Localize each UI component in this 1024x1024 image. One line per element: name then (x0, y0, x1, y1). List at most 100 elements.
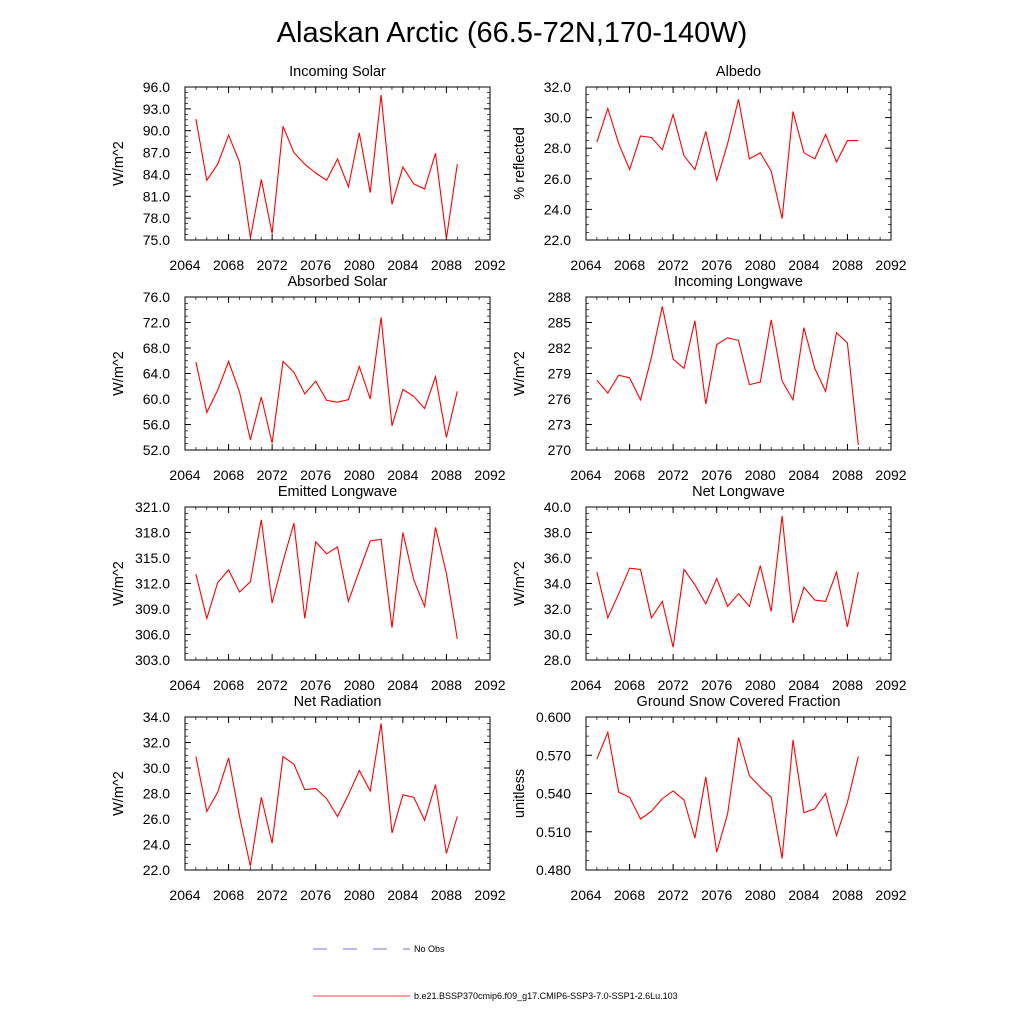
y-tick-label: 321.0 (135, 499, 170, 515)
series-line (596, 99, 859, 219)
y-axis-label: W/m^2 (111, 771, 127, 816)
x-tick-label: 2088 (431, 677, 462, 693)
x-tick-label: 2064 (169, 677, 200, 693)
x-tick-label: 2064 (570, 677, 601, 693)
panel-title: Net Longwave (692, 484, 785, 500)
x-tick-label: 2064 (570, 887, 601, 903)
x-tick-label: 2084 (788, 257, 819, 273)
y-tick-label: 28.0 (143, 786, 170, 802)
x-tick-label: 2092 (875, 467, 906, 483)
y-tick-label: 288 (548, 289, 572, 305)
x-tick-label: 2072 (257, 677, 288, 693)
y-tick-label: 306.0 (135, 627, 170, 643)
y-tick-label: 72.0 (143, 315, 170, 331)
x-tick-label: 2064 (169, 887, 200, 903)
plot-frame (585, 296, 892, 451)
x-tick-label: 2092 (875, 257, 906, 273)
chart-panel: Net Radiation W/m^2 2064 2068 2072 2076 2080 20… (111, 694, 506, 903)
y-tick-label: 270 (548, 442, 572, 458)
y-tick-label: 303.0 (135, 652, 170, 668)
x-tick-label: 2092 (875, 887, 906, 903)
x-tick-label: 2080 (745, 467, 776, 483)
x-tick-label: 2084 (387, 467, 418, 483)
y-tick-label: 38.0 (544, 525, 571, 541)
y-axis-label: W/m^2 (111, 561, 127, 606)
x-tick-label: 2088 (431, 467, 462, 483)
series-line (195, 317, 458, 444)
y-tick-label: 28.0 (544, 140, 571, 156)
y-tick-label: 76.0 (143, 289, 170, 305)
y-tick-label: 64.0 (143, 366, 170, 382)
y-tick-label: 36.0 (544, 550, 571, 566)
x-tick-label: 2092 (875, 677, 906, 693)
x-tick-label: 2072 (257, 887, 288, 903)
x-tick-label: 2088 (832, 467, 863, 483)
y-axis-label: W/m^2 (111, 141, 127, 186)
chart-panel: Net Longwave W/m^2 2064 2068 2072 2076 2080 208… (512, 484, 907, 693)
y-tick-label: 315.0 (135, 550, 170, 566)
x-tick-label: 2088 (832, 257, 863, 273)
x-tick-label: 2084 (788, 467, 819, 483)
plot-frame (184, 86, 491, 241)
y-tick-label: 0.570 (536, 747, 571, 763)
y-tick-label: 81.0 (143, 188, 170, 204)
panel-title: Albedo (716, 64, 761, 80)
y-tick-label: 40.0 (544, 499, 571, 515)
y-axis-label: % reflected (512, 127, 528, 200)
y-tick-label: 32.0 (143, 735, 170, 751)
y-tick-label: 87.0 (143, 145, 170, 161)
y-axis-label: unitless (512, 769, 528, 818)
legend-label: No Obs (414, 944, 445, 954)
x-tick-label: 2080 (745, 677, 776, 693)
x-tick-label: 2088 (832, 677, 863, 693)
y-tick-label: 30.0 (544, 110, 571, 126)
x-tick-label: 2072 (658, 887, 689, 903)
y-tick-label: 309.0 (135, 601, 170, 617)
x-tick-label: 2084 (387, 677, 418, 693)
x-tick-label: 2072 (257, 467, 288, 483)
x-tick-label: 2080 (344, 887, 375, 903)
y-tick-label: 24.0 (143, 837, 170, 853)
panel-title: Net Radiation (294, 694, 382, 710)
y-tick-label: 22.0 (544, 232, 571, 248)
y-tick-label: 0.480 (536, 862, 571, 878)
y-tick-label: 24.0 (544, 201, 571, 217)
x-tick-label: 2080 (344, 257, 375, 273)
y-tick-label: 75.0 (143, 232, 170, 248)
y-axis-label: W/m^2 (512, 351, 528, 396)
y-tick-label: 318.0 (135, 525, 170, 541)
y-tick-label: 26.0 (544, 171, 571, 187)
y-tick-label: 52.0 (143, 442, 170, 458)
y-tick-label: 285 (548, 315, 572, 331)
y-tick-label: 30.0 (544, 627, 571, 643)
y-tick-label: 32.0 (544, 601, 571, 617)
x-tick-label: 2068 (614, 257, 645, 273)
y-tick-label: 96.0 (143, 79, 170, 95)
chart-panel: Incoming Solar W/m^2 2064 2068 2072 2076 2080 2… (111, 64, 506, 273)
series-line (195, 94, 458, 239)
x-tick-label: 2084 (788, 677, 819, 693)
chart-panel: Incoming Longwave W/m^2 2064 2068 2072 2076 20… (512, 274, 907, 483)
x-tick-label: 2080 (745, 887, 776, 903)
y-axis-label: W/m^2 (111, 351, 127, 396)
x-tick-label: 2068 (213, 257, 244, 273)
y-tick-label: 60.0 (143, 391, 170, 407)
y-tick-label: 0.540 (536, 786, 571, 802)
y-tick-label: 78.0 (143, 210, 170, 226)
y-tick-label: 34.0 (544, 576, 571, 592)
x-tick-label: 2092 (474, 467, 505, 483)
plot-frame (585, 506, 892, 661)
panel-title: Incoming Longwave (674, 274, 803, 290)
x-tick-label: 2068 (614, 887, 645, 903)
y-tick-label: 28.0 (544, 652, 571, 668)
x-tick-label: 2092 (474, 677, 505, 693)
plot-frame (184, 506, 491, 661)
panel-title: Incoming Solar (289, 64, 386, 80)
panel-title: Absorbed Solar (288, 274, 388, 290)
y-tick-label: 90.0 (143, 123, 170, 139)
x-tick-label: 2076 (300, 887, 331, 903)
x-tick-label: 2064 (169, 257, 200, 273)
x-tick-label: 2088 (431, 887, 462, 903)
x-tick-label: 2084 (387, 257, 418, 273)
